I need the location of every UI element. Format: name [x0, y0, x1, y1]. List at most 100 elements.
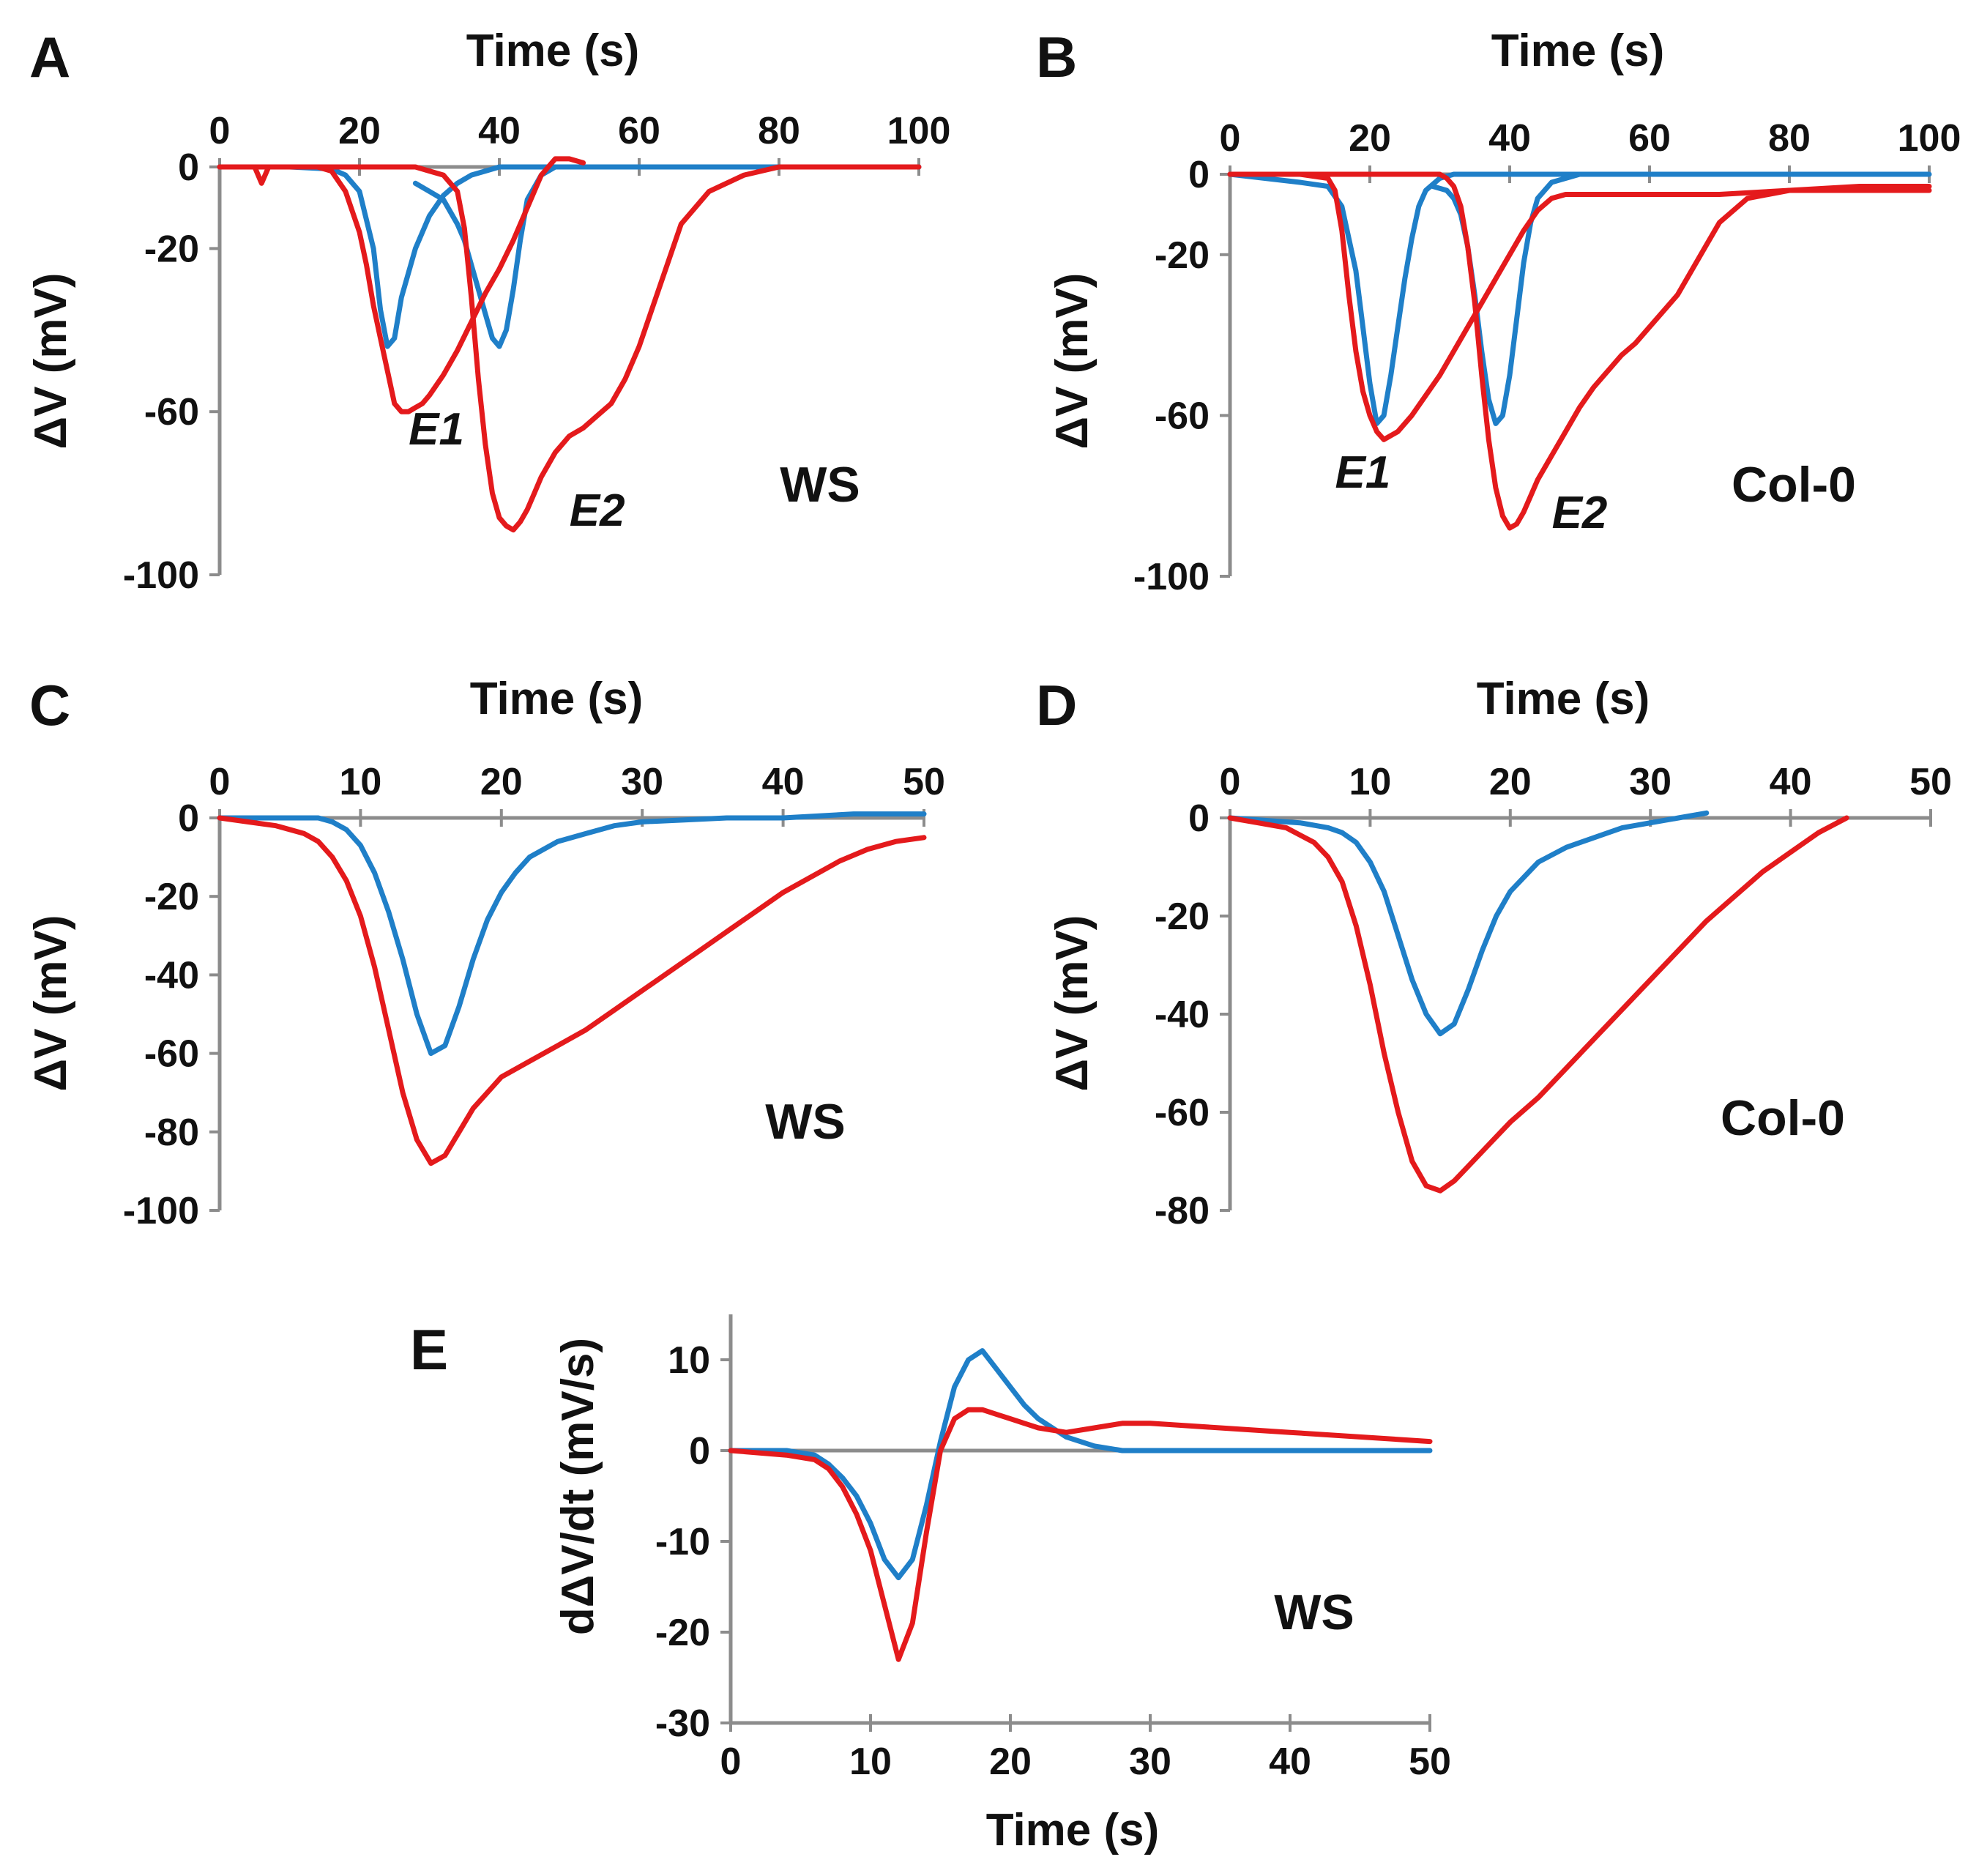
- panel-e-y-axis-title: dΔV/dt (mV/s): [553, 1338, 603, 1635]
- panel-e-y-tick-label: -10: [655, 1521, 710, 1563]
- panel-b-strain-label: Col-0: [1732, 457, 1856, 513]
- panel-a-series-blue-trace-e2: [412, 164, 572, 349]
- panel-b-y-tick-label: 0: [1188, 154, 1210, 196]
- panel-a-y-axis-title: ΔV (mV): [26, 273, 76, 450]
- panel-c-y-tick-label: 0: [178, 797, 199, 840]
- panel-e-y-tick-label: -30: [655, 1702, 710, 1745]
- panel-b-x-tick-label: 80: [1768, 117, 1811, 160]
- panel-a-y-tick-label: -20: [144, 228, 199, 270]
- panel-b-x-tick-label: 100: [1898, 117, 1961, 160]
- panel-e-y-tick-label: -20: [655, 1612, 710, 1654]
- panel-e-series-blue-trace: [728, 1348, 1433, 1581]
- panel-e-strain-label: WS: [1274, 1585, 1354, 1640]
- panel-b-x-tick-label: 40: [1488, 117, 1531, 160]
- panel-a-x-tick-label: 0: [209, 110, 231, 152]
- panel-c-x-tick-label: 50: [903, 761, 945, 803]
- panel-b-series-red-trace-e1: [1227, 171, 1932, 442]
- panel-b-x-tick-label: 60: [1628, 117, 1671, 160]
- panel-b-x-axis-title: Time (s): [1491, 26, 1665, 76]
- panel-a-y-tick-label: -60: [144, 391, 199, 433]
- panel-b-series-red-trace-e2: [1227, 171, 1932, 531]
- panel-b-x-tick-label: 0: [1220, 117, 1241, 160]
- panel-d-x-tick-label: 0: [1220, 761, 1241, 803]
- panel-c-series-red-trace: [217, 815, 927, 1166]
- panel-d-x-tick-label: 30: [1629, 761, 1671, 803]
- panel-d-y-tick-label: -20: [1155, 896, 1210, 938]
- panel-letter-d: D: [1036, 673, 1077, 737]
- panel-c-x-tick-label: 0: [209, 761, 231, 803]
- panel-e: E Time (s) dΔV/dt (mV/s) WS 0 10 20 30 40 50 1…: [410, 1314, 1451, 1855]
- panel-c-y-tick-label: -100: [123, 1190, 199, 1232]
- panel-e-x-axis-title: Time (s): [986, 1805, 1160, 1855]
- panel-d-x-tick-label: 50: [1909, 761, 1952, 803]
- panel-d-y-tick-label: -60: [1155, 1092, 1210, 1134]
- panel-c-strain-label: WS: [765, 1094, 846, 1150]
- panel-d-x-tick-label: 40: [1770, 761, 1812, 803]
- panel-a-x-tick-label: 20: [338, 110, 381, 152]
- panel-a-series-blue-trace-e1: [217, 164, 922, 349]
- panel-a-axes: 0 20 40 60 80 100 0 -20 -60 -100: [123, 110, 950, 597]
- panel-e-y-tick-label: 10: [668, 1339, 710, 1382]
- panel-c-x-tick-label: 10: [339, 761, 381, 803]
- panel-d-y-tick-label: 0: [1188, 797, 1210, 840]
- panel-a-plot-area: [217, 156, 922, 533]
- panel-e-series-red-trace: [728, 1407, 1433, 1662]
- panel-c-x-tick-label: 40: [762, 761, 805, 803]
- panel-d-x-tick-label: 10: [1349, 761, 1391, 803]
- panel-b-annotation-e1: E1: [1335, 447, 1391, 498]
- panel-d-axes: 0 10 20 30 40 50 0 -20 -40 -60 -80: [1155, 761, 1952, 1232]
- panel-e-x-tick-label: 20: [989, 1741, 1032, 1783]
- panel-c-axes: 0 10 20 30 40 50 0 -20 -40 -60 -80 -100: [123, 761, 945, 1232]
- panel-b-x-tick-label: 20: [1349, 117, 1391, 160]
- panel-d-strain-label: Col-0: [1721, 1090, 1845, 1146]
- panel-b-plot-area: [1227, 171, 1932, 531]
- panel-a: A Time (s) ΔV (mV) WS 0 20 40 60 80 100 0 -20 -6…: [26, 25, 950, 597]
- panel-b: B Time (s) ΔV (mV) Col-0 0 20 40 60 80 100 0 -2…: [1036, 25, 1961, 598]
- panel-b-y-tick-label: -20: [1155, 234, 1210, 277]
- panel-c: C Time (s) ΔV (mV) WS 0 10 20 30 40 50 0 -20 -40…: [26, 673, 945, 1232]
- panel-d-series-red-trace: [1227, 815, 1849, 1194]
- panel-d: D Time (s) ΔV (mV) Col-0 0 10 20 30 40 50 0 -20…: [1036, 673, 1952, 1232]
- panel-e-x-tick-label: 0: [720, 1741, 742, 1783]
- panel-b-annotation-e2: E2: [1552, 488, 1608, 538]
- panel-a-annotation-e1: E1: [409, 404, 464, 455]
- panel-c-y-axis-title: ΔV (mV): [26, 915, 76, 1092]
- panel-e-y-tick-label: 0: [689, 1430, 710, 1473]
- panel-c-y-tick-label: -60: [144, 1033, 199, 1076]
- panel-d-y-tick-label: -40: [1155, 994, 1210, 1036]
- panel-e-x-tick-label: 40: [1269, 1741, 1311, 1783]
- panel-c-y-tick-label: -20: [144, 876, 199, 918]
- panel-d-y-tick-label: -80: [1155, 1190, 1210, 1232]
- panel-a-series-red-trace-e2: [217, 164, 922, 533]
- panel-a-x-axis-title: Time (s): [466, 26, 640, 76]
- panel-a-annotation-e2: E2: [570, 485, 625, 536]
- panel-d-x-tick-label: 20: [1489, 761, 1532, 803]
- panel-c-y-tick-label: -40: [144, 954, 199, 997]
- panel-a-x-tick-label: 40: [478, 110, 521, 152]
- panel-c-plot-area: [217, 811, 927, 1166]
- panel-letter-b: B: [1036, 25, 1077, 89]
- panel-b-y-tick-label: -100: [1133, 556, 1210, 598]
- panel-a-x-tick-label: 80: [758, 110, 800, 152]
- panel-b-series-blue-trace-e2: [1430, 171, 1582, 426]
- panel-e-plot-area: [728, 1348, 1433, 1662]
- panel-e-x-tick-label: 30: [1129, 1741, 1171, 1783]
- panel-c-x-axis-title: Time (s): [470, 674, 644, 724]
- panel-e-axes: 0 10 20 30 40 50 10 0 -10 -20 -30: [655, 1314, 1451, 1783]
- panel-a-x-tick-label: 60: [618, 110, 660, 152]
- panel-c-y-tick-label: -80: [144, 1112, 199, 1154]
- panel-d-y-axis-title: ΔV (mV): [1047, 915, 1097, 1092]
- panel-a-y-tick-label: 0: [178, 146, 199, 189]
- panel-d-x-axis-title: Time (s): [1477, 674, 1650, 724]
- panel-c-series-blue-trace: [217, 811, 927, 1057]
- panel-letter-a: A: [29, 25, 70, 89]
- panel-e-x-tick-label: 50: [1409, 1741, 1451, 1783]
- panel-c-x-tick-label: 20: [480, 761, 523, 803]
- panel-b-series-blue-trace-e1: [1227, 171, 1932, 426]
- panel-letter-e: E: [410, 1317, 448, 1382]
- panel-a-x-tick-label: 100: [887, 110, 951, 152]
- panel-d-series-blue-trace: [1227, 810, 1710, 1037]
- panel-b-y-axis-title: ΔV (mV): [1047, 273, 1097, 450]
- panel-e-x-tick-label: 10: [849, 1741, 892, 1783]
